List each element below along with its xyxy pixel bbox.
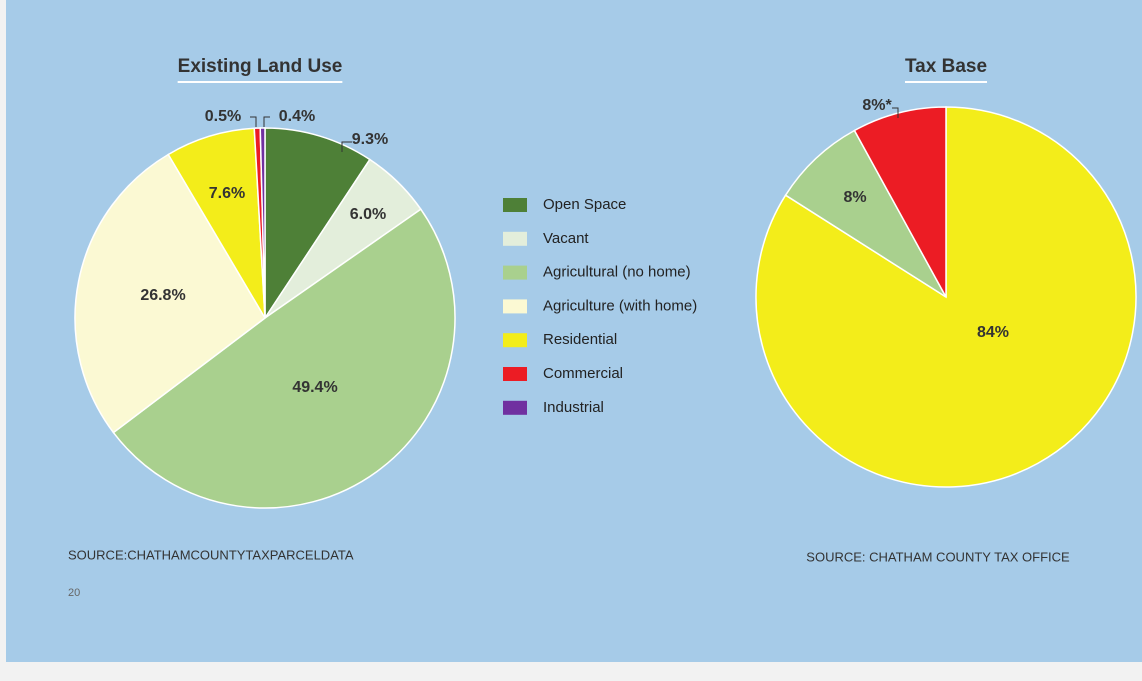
leader-line xyxy=(892,107,899,118)
data-label: 0.4% xyxy=(279,108,315,125)
legend-swatch xyxy=(503,367,527,381)
legend-swatch xyxy=(503,333,527,348)
legend-swatch xyxy=(503,400,527,415)
data-label: 6.0% xyxy=(350,206,386,223)
pie-slice xyxy=(112,208,456,509)
data-label: 7.6% xyxy=(209,185,245,202)
source-note: SOURCE:CHATHAMCOUNTYTAXPARCELDATA xyxy=(68,547,354,562)
pie-slice xyxy=(784,129,947,298)
chart-title: Existing Land Use xyxy=(178,56,343,77)
legend-label: Residential xyxy=(543,331,617,348)
pie-slice xyxy=(853,106,947,298)
leader-line xyxy=(263,116,270,127)
data-label: 84% xyxy=(977,324,1009,341)
legend-label: Commercial xyxy=(543,365,623,382)
data-label: 26.8% xyxy=(140,287,185,304)
data-label: 8% xyxy=(843,189,866,206)
chart-title: Tax Base xyxy=(905,56,987,77)
leader-line xyxy=(341,141,352,152)
legend-label: Agriculture (with home) xyxy=(543,297,697,314)
pie-slice xyxy=(259,127,266,319)
pie-slice xyxy=(74,153,266,434)
legend-swatch xyxy=(503,299,527,314)
pie-slice xyxy=(264,127,371,321)
page-number: 20 xyxy=(68,587,80,599)
data-label: 49.4% xyxy=(292,379,337,396)
legend-label: Open Space xyxy=(543,196,626,213)
leader-line xyxy=(250,116,257,127)
legend-swatch xyxy=(503,198,527,212)
source-note: SOURCE: CHATHAM COUNTY TAX OFFICE xyxy=(806,549,1070,564)
legend-swatch xyxy=(503,231,527,246)
data-label: 0.5% xyxy=(205,108,241,125)
data-label: 9.3% xyxy=(352,131,388,148)
legend-label: Industrial xyxy=(543,399,604,416)
legend-label: Vacant xyxy=(543,230,589,247)
data-label: 8%* xyxy=(862,97,892,114)
legend-swatch xyxy=(503,265,527,280)
legend-label: Agricultural (no home) xyxy=(543,264,691,281)
